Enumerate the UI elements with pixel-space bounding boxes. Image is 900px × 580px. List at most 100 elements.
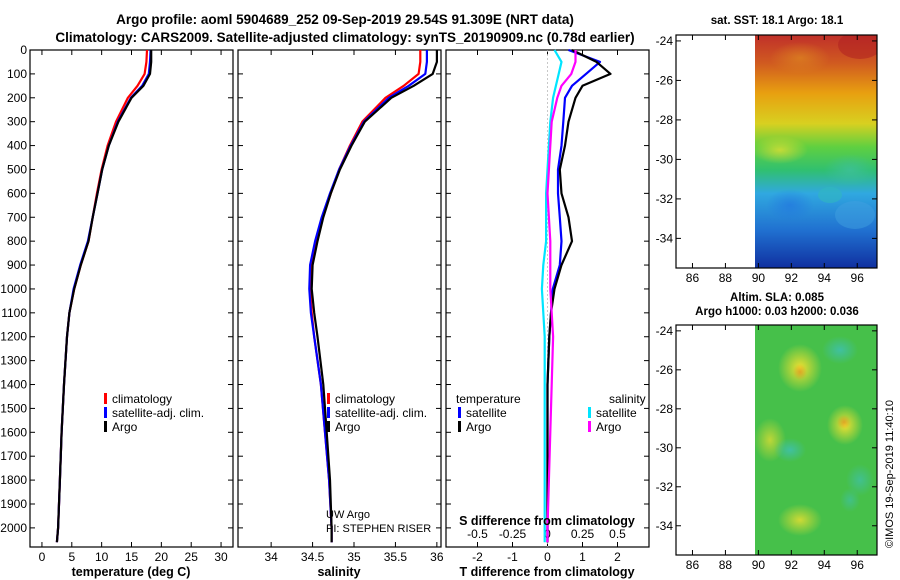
s-diff-tick-label: -0.25 bbox=[499, 527, 527, 541]
x-tick-label: 35 bbox=[347, 550, 361, 564]
map-lat-label: -32 bbox=[656, 480, 674, 494]
float-operator-label: UW Argo bbox=[326, 509, 370, 521]
legend-swatch-s-satellite bbox=[588, 407, 591, 418]
legend-label-satellite: satellite-adj. clim. bbox=[112, 406, 204, 420]
x-tick-label: 25 bbox=[185, 550, 199, 564]
difference-plot: -2 -1 0 1 2-0.5 -0.25 0 0.25 0.5 bbox=[446, 48, 649, 564]
x-tick-label: -2 bbox=[472, 550, 483, 564]
map-lon-label: 92 bbox=[785, 271, 799, 285]
legend-label-s-satellite: satellite bbox=[596, 406, 637, 420]
sla-map-title-line1: Altim. SLA: 0.085 bbox=[730, 292, 825, 304]
depth-tick-label: 1000 bbox=[0, 282, 27, 296]
map-lat-label: -30 bbox=[656, 441, 674, 455]
depth-tick-label: 1700 bbox=[0, 449, 27, 463]
map-lat-label: -34 bbox=[656, 231, 674, 245]
map-lon-label: 86 bbox=[686, 271, 700, 285]
legend-heading-salinity: salinity bbox=[609, 392, 646, 406]
x-tick-label: 35.5 bbox=[384, 550, 408, 564]
depth-tick-label: 1300 bbox=[0, 354, 27, 368]
depth-tick-label: 100 bbox=[7, 67, 27, 81]
sla-map-title-line2: Argo h1000: 0.03 h2000: 0.036 bbox=[695, 306, 859, 318]
x-tick-label: 20 bbox=[155, 550, 169, 564]
depth-tick-label: 1500 bbox=[0, 401, 27, 415]
temperature-axis-label: temperature (deg C) bbox=[72, 565, 191, 579]
depth-tick-label: 1900 bbox=[0, 497, 27, 511]
legend-label-s-argo: Argo bbox=[596, 420, 622, 434]
depth-tick-label: 400 bbox=[7, 139, 27, 153]
depth-tick-label: 1800 bbox=[0, 473, 27, 487]
salinity-plot: 34 34.5 35 35.5 36 bbox=[238, 49, 444, 564]
legend-swatch-argo bbox=[327, 421, 330, 432]
x-tick-label: 5 bbox=[68, 550, 75, 564]
legend-swatch-climatology bbox=[327, 393, 330, 404]
depth-tick-label: 800 bbox=[7, 234, 27, 248]
series-line-t-satellite bbox=[546, 48, 602, 543]
s-difference-axis-label: S difference from climatology bbox=[459, 514, 635, 528]
depth-tick-label: 1100 bbox=[1, 306, 27, 320]
series-line-argo bbox=[310, 50, 438, 543]
legend-swatch-argo bbox=[104, 421, 107, 432]
depth-tick-label: 200 bbox=[7, 91, 27, 105]
series-line-climatology bbox=[55, 49, 149, 543]
s-diff-tick-label: 0.5 bbox=[609, 527, 626, 541]
x-tick-label: -1 bbox=[507, 550, 518, 564]
depth-tick-label: 600 bbox=[7, 186, 27, 200]
map-lon-label: 86 bbox=[686, 558, 700, 572]
salinity-legend: climatology satellite-adj. clim. Argo bbox=[327, 392, 427, 434]
x-tick-label: 0 bbox=[39, 550, 46, 564]
map-lon-label: 96 bbox=[851, 271, 865, 285]
map-lat-label: -28 bbox=[656, 113, 674, 127]
x-tick-label: 34 bbox=[264, 550, 278, 564]
map-lat-label: -26 bbox=[656, 363, 674, 377]
map-lon-label: 92 bbox=[785, 558, 799, 572]
depth-tick-label: 500 bbox=[7, 162, 27, 176]
map-lat-label: -34 bbox=[656, 519, 674, 533]
sla-map-axes: 86 88 90 92 94 96 -24 -26 -28 -30 -32 -34 bbox=[656, 324, 877, 572]
map-lon-label: 90 bbox=[752, 558, 766, 572]
figure-title-line1: Argo profile: aoml 5904689_252 09-Sep-20… bbox=[116, 12, 574, 27]
sla-map-frame bbox=[675, 324, 878, 556]
difference-legend: temperature satellite Argo salinity sate… bbox=[456, 392, 646, 434]
x-tick-label: 15 bbox=[125, 550, 139, 564]
legend-swatch-t-argo bbox=[458, 421, 461, 432]
legend-swatch-t-satellite bbox=[458, 407, 461, 418]
legend-swatch-satellite bbox=[327, 407, 330, 418]
map-lat-label: -24 bbox=[656, 324, 674, 338]
sst-map-title: sat. SST: 18.1 Argo: 18.1 bbox=[711, 15, 844, 27]
series-line-s-satellite bbox=[540, 49, 563, 543]
sla-map-image bbox=[755, 325, 877, 555]
legend-label-argo: Argo bbox=[112, 420, 138, 434]
s-diff-tick-label: -0.5 bbox=[467, 527, 488, 541]
x-tick-label: 0 bbox=[544, 550, 551, 564]
map-lat-label: -24 bbox=[656, 34, 674, 48]
map-lon-label: 88 bbox=[719, 271, 733, 285]
series-line-climatology bbox=[309, 50, 422, 543]
map-lat-label: -28 bbox=[656, 402, 674, 416]
depth-tick-label: 700 bbox=[7, 210, 27, 224]
depth-axis: 0 100 200 300 400 500 600 700 800 900 1000 1100 1200… bbox=[0, 43, 27, 535]
x-tick-label: 34.5 bbox=[301, 550, 325, 564]
map-lat-label: -30 bbox=[656, 152, 674, 166]
depth-tick-label: 1600 bbox=[0, 425, 27, 439]
salinity-panel bbox=[237, 49, 442, 548]
series-line-satellite-adj-clim bbox=[308, 50, 428, 543]
imos-credit: ©IMOS 19-Sep-2019 11:40:10 bbox=[884, 400, 896, 548]
x-tick-label: 10 bbox=[95, 550, 109, 564]
temperature-plot: 0 5 10 15 20 25 30 bbox=[30, 49, 233, 564]
legend-heading-temperature: temperature bbox=[456, 392, 521, 406]
map-lat-label: -32 bbox=[656, 192, 674, 206]
x-tick-label: 1 bbox=[579, 550, 586, 564]
series-line-s-argo bbox=[546, 50, 577, 543]
series-line-t-argo bbox=[546, 49, 612, 543]
legend-label-climatology: climatology bbox=[112, 392, 172, 406]
t-difference-axis-label: T difference from climatology bbox=[459, 565, 634, 579]
depth-tick-label: 1200 bbox=[0, 330, 27, 344]
series-line-argo bbox=[55, 50, 153, 543]
map-lat-label: -26 bbox=[656, 73, 674, 87]
depth-tick-label: 1400 bbox=[0, 378, 27, 392]
legend-swatch-climatology bbox=[104, 393, 107, 404]
series-line-satellite-adj-clim bbox=[55, 49, 152, 543]
depth-tick-label: 0 bbox=[20, 43, 27, 57]
s-diff-tick-label: 0.25 bbox=[571, 527, 595, 541]
